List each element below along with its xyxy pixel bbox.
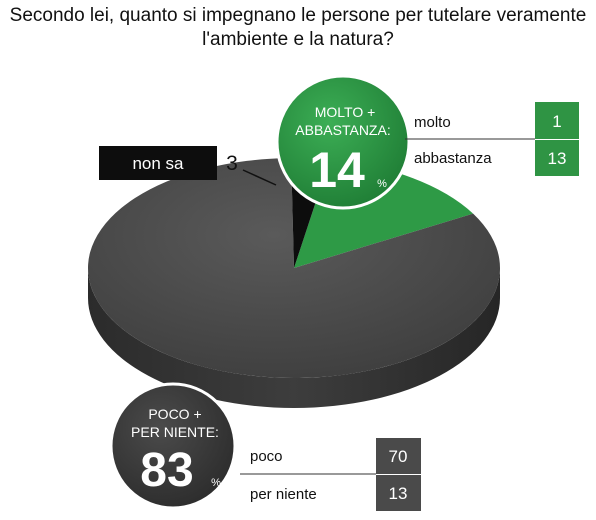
chart-title: Secondo lei, quanto si impegnano le pers… — [0, 4, 596, 52]
non-sa-label: non sa — [132, 154, 184, 173]
per-niente-value: 13 — [389, 484, 408, 503]
molto-abbastanza-unit: % — [377, 178, 387, 190]
abbastanza-value: 13 — [548, 149, 567, 168]
molto-value-box — [535, 102, 579, 139]
molto-value: 1 — [552, 112, 561, 131]
molto-abbastanza-line1: MOLTO + — [315, 104, 376, 120]
pie-slice-poco-per-niente — [88, 158, 501, 378]
poco-label: poco — [250, 448, 283, 465]
abbastanza-value-box — [535, 140, 579, 176]
molto-label: molto — [414, 114, 451, 131]
non-sa-label-box — [99, 146, 217, 180]
poco-per-niente-line1: POCO + — [148, 406, 201, 422]
molto-abbastanza-bubble — [275, 74, 411, 210]
poco-per-niente-bubble — [109, 382, 237, 510]
poco-per-niente-line2: PER NIENTE: — [131, 424, 219, 440]
non-sa-leader-line — [242, 169, 277, 186]
non-sa-value: 3 — [226, 152, 238, 175]
molto-abbastanza-line2: ABBASTANZA: — [295, 122, 390, 138]
chart-title-line-1: Secondo lei, quanto si impegnano le pers… — [9, 5, 587, 26]
pie-side-wall — [88, 268, 500, 408]
per-niente-value-box — [376, 475, 421, 511]
poco-per-niente-unit: % — [211, 477, 221, 489]
poco-value-box — [376, 438, 421, 474]
molto-abbastanza-value: 14 — [309, 142, 365, 198]
poco-per-niente-value: 83 — [140, 444, 193, 497]
per-niente-label: per niente — [250, 486, 317, 503]
abbastanza-label: abbastanza — [414, 150, 492, 167]
poco-value: 70 — [389, 447, 408, 466]
chart-title-line-2: l'ambiente e la natura? — [202, 29, 394, 50]
